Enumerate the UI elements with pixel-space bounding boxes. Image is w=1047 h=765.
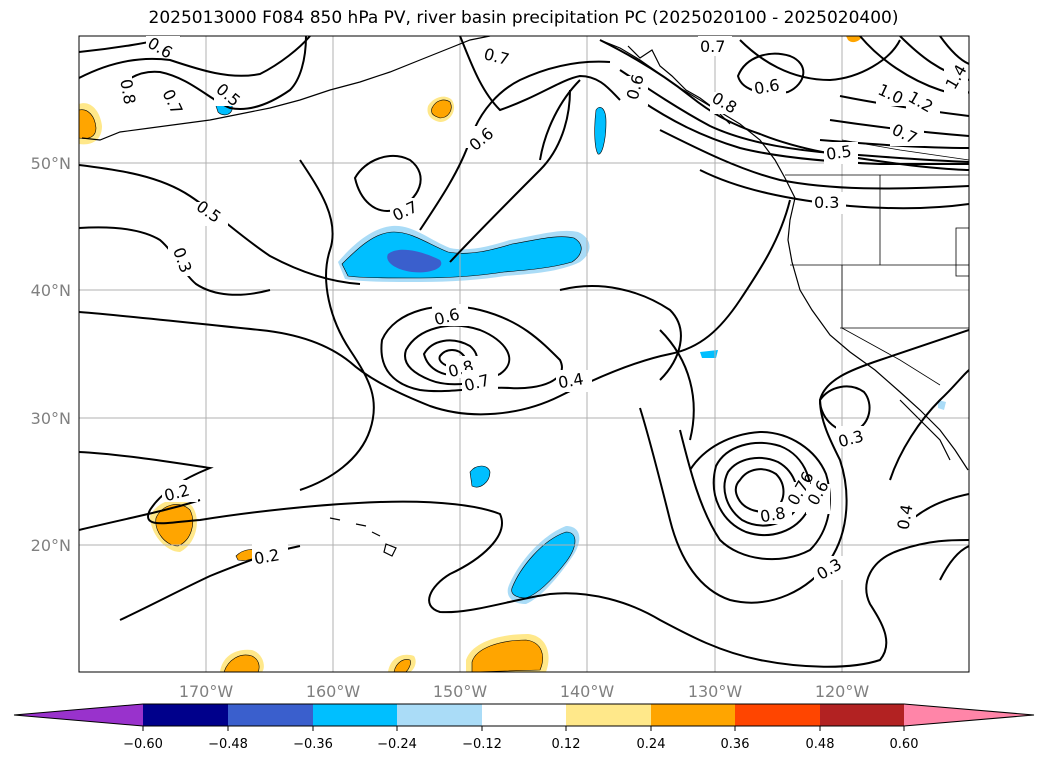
- colorbar-tick-label: 0.48: [806, 737, 835, 752]
- contour-label: 0.4: [557, 369, 585, 392]
- colorbar-segment: [735, 704, 820, 726]
- colorbar-tick-label: 0.36: [721, 737, 750, 752]
- lon-label: 140°W: [560, 682, 615, 701]
- orange-shade-6-core: [471, 639, 543, 672]
- contour-label: 0.3: [814, 193, 839, 212]
- colorbar-extend-low: [14, 704, 143, 726]
- lat-label: 50°N: [31, 154, 71, 173]
- latitude-labels: 50°N 40°N 30°N 20°N: [31, 154, 71, 555]
- contour-label: 0.6: [753, 75, 781, 98]
- lat-label: 30°N: [31, 409, 71, 428]
- colorbar-tick-label: 0.12: [552, 737, 581, 752]
- colorbar-ticks: [142, 726, 905, 731]
- orange-shade-5-core: [393, 659, 411, 672]
- blue-shade-dark: [387, 249, 442, 273]
- colorbar-segment: [482, 704, 566, 726]
- lat-label: 40°N: [31, 281, 71, 300]
- colorbar-segment: [566, 704, 651, 726]
- lon-label: 160°W: [306, 682, 361, 701]
- colorbar-segment: [228, 704, 313, 726]
- blue-shade-south-core: [511, 531, 576, 599]
- contour-label: 0.2: [253, 545, 281, 568]
- lon-label: 120°W: [815, 682, 870, 701]
- longitude-labels: 170°W 160°W 150°W 140°W 130°W 120°W: [179, 682, 870, 701]
- orange-shade-2-core: [155, 504, 193, 547]
- lon-label: 170°W: [179, 682, 234, 701]
- lon-label: 130°W: [688, 682, 743, 701]
- colorbar-segment: [397, 704, 482, 726]
- colorbar-segment: [820, 704, 904, 726]
- colorbar-segment: [313, 704, 397, 726]
- blue-shade-small-3: [469, 465, 491, 488]
- blue-shade-small-5: [938, 400, 946, 410]
- lon-label: 150°W: [433, 682, 488, 701]
- map-title: 2025013000 F084 850 hPa PV, river basin …: [148, 8, 899, 28]
- colorbar-tick-label: 0.24: [637, 737, 666, 752]
- contour-label: 0.8: [116, 78, 139, 106]
- orange-shade-1-core: [431, 99, 452, 119]
- colorbar-tick-label: 0.60: [890, 737, 919, 752]
- colorbar-tick-label: −0.24: [377, 737, 417, 752]
- blue-shade-small-2: [594, 107, 607, 155]
- orange-shade-7: [846, 36, 862, 43]
- map-frame: [78, 35, 970, 673]
- colorbar-tick-label: −0.48: [208, 737, 248, 752]
- colorbar-tick-label: −0.12: [462, 737, 502, 752]
- lat-label: 20°N: [31, 536, 71, 555]
- colorbar-extend-high: [904, 704, 1034, 726]
- blue-shade-small-4: [700, 350, 718, 358]
- colorbar-segment: [651, 704, 735, 726]
- orange-shade-4-core: [223, 654, 260, 672]
- contour-label: 0.7: [700, 37, 725, 56]
- colorbar: −0.60 −0.48 −0.36 −0.24 −0.12 0.12 0.24 …: [13, 703, 1035, 752]
- contour-label: 0.8: [759, 503, 787, 526]
- colorbar-tick-label: −0.60: [123, 737, 163, 752]
- colorbar-tick-label: −0.36: [293, 737, 333, 752]
- contour-label: 0.4: [893, 503, 916, 531]
- contour-label-layer: 0.6 0.8 0.7 0.5 0.7 0.6 0.6 0.7 0.8 0.6 …: [110, 33, 971, 584]
- contour-label: 0.5: [825, 141, 853, 163]
- colorbar-segment: [143, 704, 228, 726]
